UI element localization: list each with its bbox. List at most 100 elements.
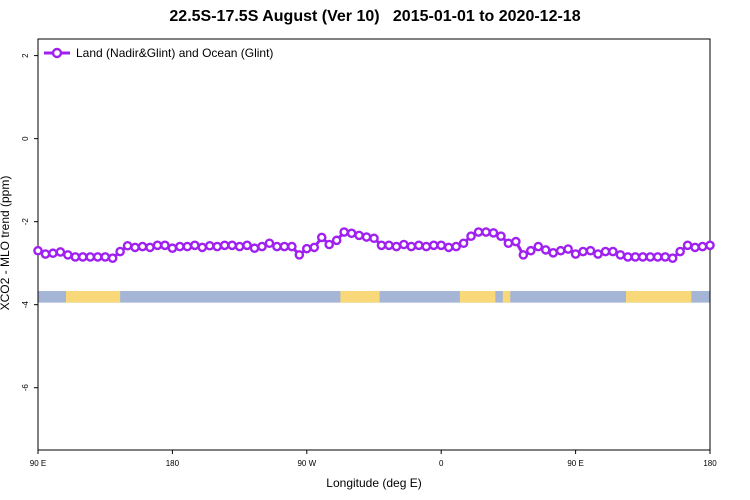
data-point [697,241,708,252]
x-tick-label: 90 E [567,459,583,468]
data-point [473,227,484,237]
data-point [443,242,454,253]
data-point [63,250,73,260]
data-point [384,240,394,251]
data-point [369,233,379,244]
y-tick-label: 2 [21,53,30,58]
data-point [548,248,559,258]
data-point [540,245,551,255]
data-point [339,227,349,237]
data-point [354,230,364,241]
data-point [623,252,633,262]
data-point [264,238,275,249]
chart-title: 22.5S-17.5S August (Ver 10) 2015-01-01 t… [169,8,581,25]
data-point [204,240,215,251]
data-point [55,247,66,257]
data-point [585,245,596,256]
data-point [466,231,476,241]
data-point [219,240,230,251]
data-point [272,241,282,252]
data-point [645,252,656,262]
data-point [413,240,424,251]
data-point [428,240,439,251]
data-point [70,252,81,262]
data-point [391,241,402,252]
y-tick-label: -6 [21,384,30,392]
data-point [705,240,715,251]
data-point [249,243,260,254]
y-tick-label: -4 [21,301,30,309]
data-point [630,252,641,262]
land-band-segment [459,290,496,303]
data-point [175,241,185,252]
y-axis-label: XCO2 - MLO trend (ppm) [0,175,12,311]
land-band-segment [340,290,380,303]
data-point [399,239,409,250]
data-point [578,246,588,257]
data-point [518,250,529,260]
data-point [122,240,133,251]
data-point [660,252,671,262]
x-tick-label: 90 E [30,459,46,468]
data-point [107,253,118,264]
data-point [675,246,685,257]
x-tick-label: 90 W [297,459,316,468]
data-point [451,241,461,252]
data-point [189,240,200,251]
data-point [361,232,372,242]
data-point [279,241,290,252]
data-point [533,241,544,252]
data-point [242,240,252,251]
data-point [436,240,447,251]
data-point [421,241,432,252]
data-point [667,253,678,264]
data-point [555,245,566,256]
data-point [600,246,611,257]
data-point [324,239,335,250]
data-point [511,236,521,247]
data-point [638,252,648,262]
x-tick-label: 180 [703,459,717,468]
data-point [257,241,267,252]
data-point [593,249,603,259]
y-tick-label: -2 [21,218,30,226]
data-point [690,242,700,253]
legend-marker [51,47,63,59]
data-point [182,241,193,252]
data-point [33,245,43,256]
data-point [652,252,663,262]
data-point [197,242,208,253]
data-point [309,242,320,253]
data-point [48,248,58,259]
data-point [234,241,245,252]
data-point [458,238,469,249]
data-point [488,228,499,238]
data-point [316,232,327,243]
data-point [227,240,237,251]
x-tick-label: 0 [439,459,444,468]
data-point [481,227,491,237]
data-point [287,241,297,252]
data-point [294,250,305,260]
data-point [406,241,417,252]
data-point [137,241,148,252]
legend-label: Land (Nadir&Glint) and Ocean (Glint) [76,46,273,60]
data-point [160,240,170,251]
data-point [145,242,155,253]
data-point [115,246,125,257]
data-point [130,242,140,253]
land-band-segment [502,290,511,303]
data-point [608,246,618,257]
x-axis-label: Longitude (deg E) [326,476,422,490]
data-point [167,243,178,254]
data-point [78,252,88,262]
data-point [615,250,626,260]
data-point [563,244,573,254]
land-band-segment [626,290,692,303]
data-point [376,240,387,251]
data-point [212,241,222,252]
data-point [92,252,103,262]
x-tick-label: 180 [166,459,180,468]
data-point [152,240,163,251]
